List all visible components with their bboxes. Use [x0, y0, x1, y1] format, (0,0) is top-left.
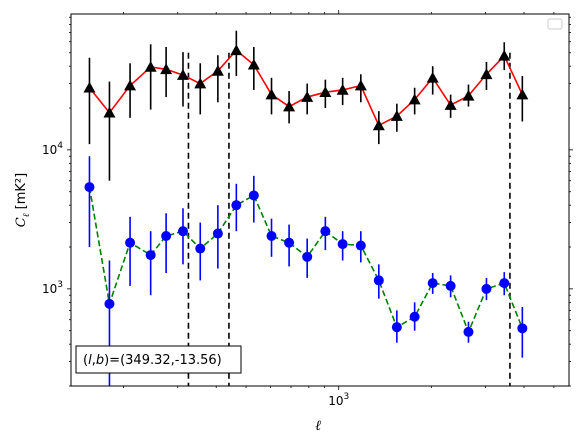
data-point — [409, 311, 420, 322]
data-point — [265, 88, 278, 100]
series-line — [88, 49, 524, 127]
data-point — [160, 63, 173, 75]
ticks-layer: 103 103 104 — [42, 10, 573, 408]
data-point — [337, 239, 348, 250]
annotation-text: (l,b)=(349.32,-13.56) — [83, 353, 222, 368]
data-point — [390, 110, 403, 121]
data-point — [103, 106, 116, 118]
data-point — [355, 240, 366, 251]
data-point — [372, 119, 385, 131]
x-axis-label: ℓ — [315, 418, 321, 434]
y-axis-label-subscript: ℓ — [22, 213, 32, 217]
legend-box — [547, 18, 563, 30]
data-point — [427, 278, 438, 289]
data-point — [104, 298, 115, 309]
data-point — [212, 228, 223, 239]
data-point — [247, 58, 260, 70]
y-tick-label: 104 — [42, 141, 63, 157]
y-axis-label-unit: [mK²] — [14, 173, 29, 210]
data-point — [320, 226, 331, 237]
data-layer — [83, 30, 529, 386]
x-tick-label: 103 — [328, 392, 349, 408]
data-point — [176, 69, 189, 80]
data-point — [499, 278, 510, 289]
data-point — [231, 200, 242, 211]
data-point — [319, 86, 332, 98]
data-point — [284, 237, 295, 248]
y-axis-label: Cℓ [mK²] — [14, 173, 32, 227]
data-point — [195, 243, 206, 254]
data-point — [480, 68, 493, 80]
data-point — [124, 79, 137, 91]
data-point — [83, 81, 96, 93]
data-point — [302, 251, 313, 262]
y-tick-label: 103 — [42, 280, 63, 296]
data-point — [145, 250, 156, 261]
data-point — [177, 226, 188, 237]
data-point — [301, 91, 314, 102]
y-axis-label-symbol: C — [14, 217, 29, 227]
data-point — [516, 88, 529, 100]
data-point — [481, 283, 492, 294]
data-point — [84, 182, 95, 193]
data-point — [498, 49, 511, 61]
data-point — [391, 322, 402, 333]
data-point — [463, 326, 474, 337]
data-point — [161, 231, 172, 242]
data-point — [462, 89, 475, 101]
data-point — [444, 99, 457, 110]
data-point — [445, 280, 456, 291]
plot-frame — [70, 13, 570, 387]
data-point — [517, 323, 528, 334]
data-point — [125, 237, 136, 248]
data-point — [426, 71, 439, 83]
data-point — [194, 77, 207, 89]
data-point — [373, 275, 384, 286]
data-point — [211, 64, 224, 76]
data-point — [408, 93, 421, 105]
data-point — [283, 100, 296, 112]
data-point — [266, 231, 277, 242]
data-point — [144, 60, 157, 72]
annotation-box: (l,b)=(349.32,-13.56) — [75, 345, 242, 374]
data-point — [336, 83, 349, 95]
data-point — [354, 79, 367, 91]
data-point — [248, 190, 259, 201]
data-point — [230, 44, 243, 56]
